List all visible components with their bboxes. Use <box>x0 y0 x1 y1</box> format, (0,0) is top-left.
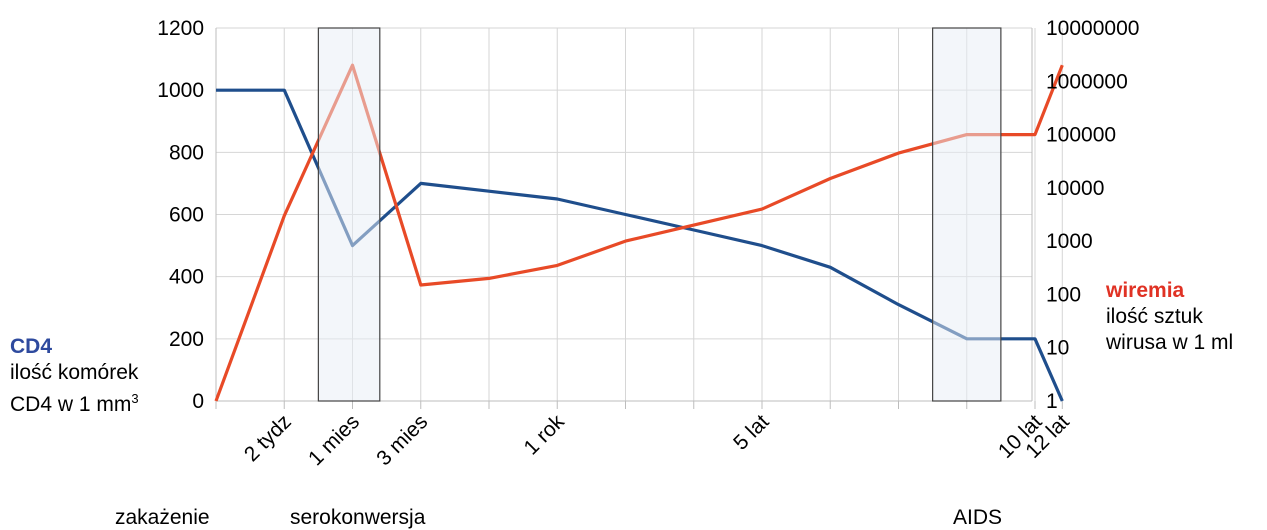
x-tick-label: 5 lat <box>729 410 773 454</box>
phase-aids: AIDS <box>953 506 1002 530</box>
right-axis-label: wiremia ilość sztuk wirusa w 1 ml <box>1106 278 1233 356</box>
left-tick-label: 400 <box>169 266 204 289</box>
x-tick-label: 1 rok <box>520 410 570 460</box>
phase-infection: zakażenie <box>115 506 210 530</box>
right-tick-label: 1000 <box>1046 230 1093 253</box>
right-tick-label: 10 <box>1046 337 1069 360</box>
left-axis-label: CD4 ilość komórek CD4 w 1 mm3 <box>10 334 139 418</box>
x-tick-label: 1 mies <box>304 410 364 470</box>
left-tick-label: 1000 <box>157 79 204 102</box>
right-axis-title: wiremia <box>1106 278 1233 304</box>
shaded-range <box>318 28 379 401</box>
left-tick-label: 1200 <box>157 17 204 40</box>
phase-seroconversion: serokonwersja <box>290 506 425 530</box>
left-tick-label: 200 <box>169 328 204 351</box>
left-axis-line2-text: CD4 w 1 mm <box>10 393 131 416</box>
x-tick-label: 3 mies <box>372 410 432 470</box>
right-tick-label: 100000 <box>1046 124 1116 147</box>
right-tick-label: 1 <box>1046 390 1058 413</box>
right-tick-label: 1000000 <box>1046 70 1128 93</box>
left-axis-line1: ilość komórek <box>10 360 139 386</box>
shaded-range <box>933 28 1001 401</box>
left-tick-label: 0 <box>192 390 204 413</box>
left-axis-superscript: 3 <box>131 391 138 406</box>
right-tick-label: 100 <box>1046 283 1081 306</box>
left-tick-label: 600 <box>169 204 204 227</box>
right-tick-label: 10000000 <box>1046 17 1139 40</box>
right-axis-line1: ilość sztuk <box>1106 304 1233 330</box>
left-tick-label: 800 <box>169 141 204 164</box>
left-axis-line2: CD4 w 1 mm3 <box>10 386 139 418</box>
x-tick-label: 2 tydz <box>240 410 296 466</box>
right-axis-line2: wirusa w 1 ml <box>1106 330 1233 356</box>
right-tick-label: 10000 <box>1046 177 1104 200</box>
left-axis-title: CD4 <box>10 334 139 360</box>
left-axis-ticks: 0 200 400 600 800 1000 1200 <box>157 17 204 413</box>
